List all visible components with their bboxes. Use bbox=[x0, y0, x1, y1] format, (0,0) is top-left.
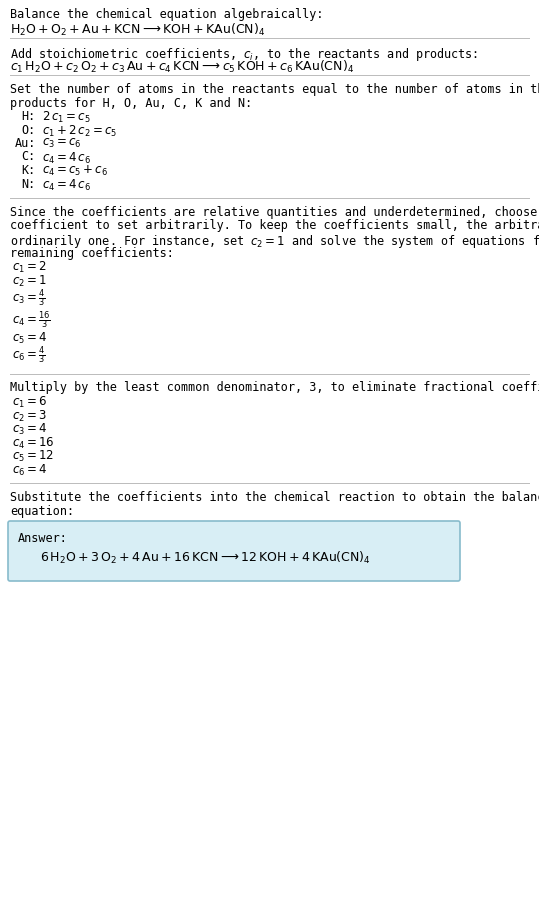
Text: equation:: equation: bbox=[10, 504, 74, 517]
Text: $6\,\mathrm{H_2O} + 3\,\mathrm{O_2} + 4\,\mathrm{Au} + 16\,\mathrm{KCN} \longrig: $6\,\mathrm{H_2O} + 3\,\mathrm{O_2} + 4\… bbox=[40, 549, 371, 565]
Text: $c_4 = \frac{16}{3}$: $c_4 = \frac{16}{3}$ bbox=[12, 309, 51, 331]
Text: $c_4 = 4\,c_6$: $c_4 = 4\,c_6$ bbox=[42, 178, 91, 192]
Text: $c_1 = 6$: $c_1 = 6$ bbox=[12, 394, 47, 410]
Text: $c_5 = 4$: $c_5 = 4$ bbox=[12, 331, 47, 345]
Text: $c_5 = 12$: $c_5 = 12$ bbox=[12, 448, 54, 464]
Text: Set the number of atoms in the reactants equal to the number of atoms in the: Set the number of atoms in the reactants… bbox=[10, 83, 539, 96]
Text: $\mathrm{H_2O + O_2 + Au + KCN} \longrightarrow \mathrm{KOH + KAu(CN)_4}$: $\mathrm{H_2O + O_2 + Au + KCN} \longrig… bbox=[10, 22, 265, 37]
Text: $c_6 = \frac{4}{3}$: $c_6 = \frac{4}{3}$ bbox=[12, 344, 46, 366]
Text: Balance the chemical equation algebraically:: Balance the chemical equation algebraica… bbox=[10, 8, 323, 21]
Text: $c_4 = c_5 + c_6$: $c_4 = c_5 + c_6$ bbox=[42, 164, 108, 178]
Text: $c_1 = 2$: $c_1 = 2$ bbox=[12, 260, 47, 275]
Text: $c_2 = 1$: $c_2 = 1$ bbox=[12, 273, 47, 288]
Text: ordinarily one. For instance, set $c_2 = 1$ and solve the system of equations fo: ordinarily one. For instance, set $c_2 =… bbox=[10, 232, 539, 250]
Text: C:: C: bbox=[22, 150, 36, 163]
Text: $c_3 = \frac{4}{3}$: $c_3 = \frac{4}{3}$ bbox=[12, 287, 46, 308]
Text: $c_2 = 3$: $c_2 = 3$ bbox=[12, 408, 47, 423]
Text: Answer:: Answer: bbox=[18, 531, 68, 545]
Text: Au:: Au: bbox=[15, 137, 36, 149]
Text: H:: H: bbox=[22, 110, 36, 123]
Text: remaining coefficients:: remaining coefficients: bbox=[10, 246, 174, 260]
Text: $c_6 = 4$: $c_6 = 4$ bbox=[12, 462, 47, 477]
Text: Since the coefficients are relative quantities and underdetermined, choose a: Since the coefficients are relative quan… bbox=[10, 206, 539, 219]
Text: N:: N: bbox=[22, 178, 36, 190]
Text: $c_3 = 4$: $c_3 = 4$ bbox=[12, 422, 47, 436]
Text: O:: O: bbox=[22, 123, 36, 137]
Text: $2\,c_1 = c_5$: $2\,c_1 = c_5$ bbox=[42, 110, 91, 125]
Text: Substitute the coefficients into the chemical reaction to obtain the balanced: Substitute the coefficients into the che… bbox=[10, 490, 539, 504]
Text: $c_3 = c_6$: $c_3 = c_6$ bbox=[42, 137, 82, 150]
Text: Add stoichiometric coefficients, $c_i$, to the reactants and products:: Add stoichiometric coefficients, $c_i$, … bbox=[10, 46, 478, 63]
Text: $c_1 + 2\,c_2 = c_5$: $c_1 + 2\,c_2 = c_5$ bbox=[42, 123, 118, 138]
Text: products for H, O, Au, C, K and N:: products for H, O, Au, C, K and N: bbox=[10, 97, 252, 109]
FancyBboxPatch shape bbox=[8, 521, 460, 581]
Text: Multiply by the least common denominator, 3, to eliminate fractional coefficient: Multiply by the least common denominator… bbox=[10, 381, 539, 394]
Text: K:: K: bbox=[22, 164, 36, 177]
Text: $c_1\,\mathrm{H_2O} + c_2\,\mathrm{O_2} + c_3\,\mathrm{Au} + c_4\,\mathrm{KCN} \: $c_1\,\mathrm{H_2O} + c_2\,\mathrm{O_2} … bbox=[10, 59, 354, 75]
Text: coefficient to set arbitrarily. To keep the coefficients small, the arbitrary va: coefficient to set arbitrarily. To keep … bbox=[10, 220, 539, 232]
Text: $c_4 = 16$: $c_4 = 16$ bbox=[12, 435, 54, 450]
Text: $c_4 = 4\,c_6$: $c_4 = 4\,c_6$ bbox=[42, 150, 91, 166]
